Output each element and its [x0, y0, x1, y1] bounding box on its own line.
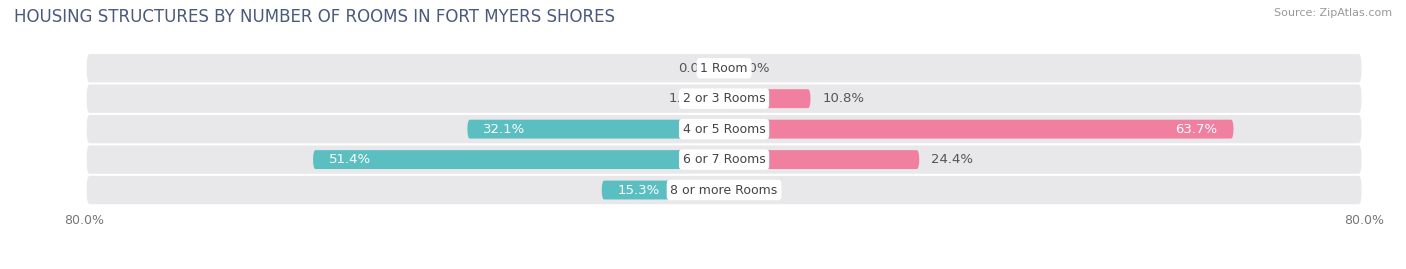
Text: 0.0%: 0.0%: [679, 62, 711, 75]
FancyBboxPatch shape: [724, 89, 810, 108]
Text: 51.4%: 51.4%: [329, 153, 371, 166]
FancyBboxPatch shape: [467, 120, 724, 139]
Text: 1.2%: 1.2%: [669, 92, 703, 105]
Text: 6 or 7 Rooms: 6 or 7 Rooms: [683, 153, 765, 166]
Text: 2 or 3 Rooms: 2 or 3 Rooms: [683, 92, 765, 105]
Text: Source: ZipAtlas.com: Source: ZipAtlas.com: [1274, 8, 1392, 18]
FancyBboxPatch shape: [87, 54, 1361, 82]
Text: 8 or more Rooms: 8 or more Rooms: [671, 183, 778, 197]
FancyBboxPatch shape: [87, 176, 1361, 204]
Text: 15.3%: 15.3%: [617, 183, 659, 197]
FancyBboxPatch shape: [724, 150, 920, 169]
FancyBboxPatch shape: [314, 150, 724, 169]
FancyBboxPatch shape: [724, 120, 1233, 139]
Text: 1.2%: 1.2%: [745, 183, 779, 197]
Text: 10.8%: 10.8%: [823, 92, 865, 105]
Text: 24.4%: 24.4%: [931, 153, 973, 166]
Text: 4 or 5 Rooms: 4 or 5 Rooms: [683, 123, 765, 136]
FancyBboxPatch shape: [87, 146, 1361, 174]
Text: 32.1%: 32.1%: [484, 123, 526, 136]
Text: 1 Room: 1 Room: [700, 62, 748, 75]
FancyBboxPatch shape: [724, 180, 734, 200]
FancyBboxPatch shape: [87, 115, 1361, 143]
Text: 0.0%: 0.0%: [737, 62, 769, 75]
FancyBboxPatch shape: [714, 89, 724, 108]
Text: 63.7%: 63.7%: [1175, 123, 1218, 136]
FancyBboxPatch shape: [602, 180, 724, 200]
FancyBboxPatch shape: [87, 84, 1361, 113]
Text: HOUSING STRUCTURES BY NUMBER OF ROOMS IN FORT MYERS SHORES: HOUSING STRUCTURES BY NUMBER OF ROOMS IN…: [14, 8, 614, 26]
